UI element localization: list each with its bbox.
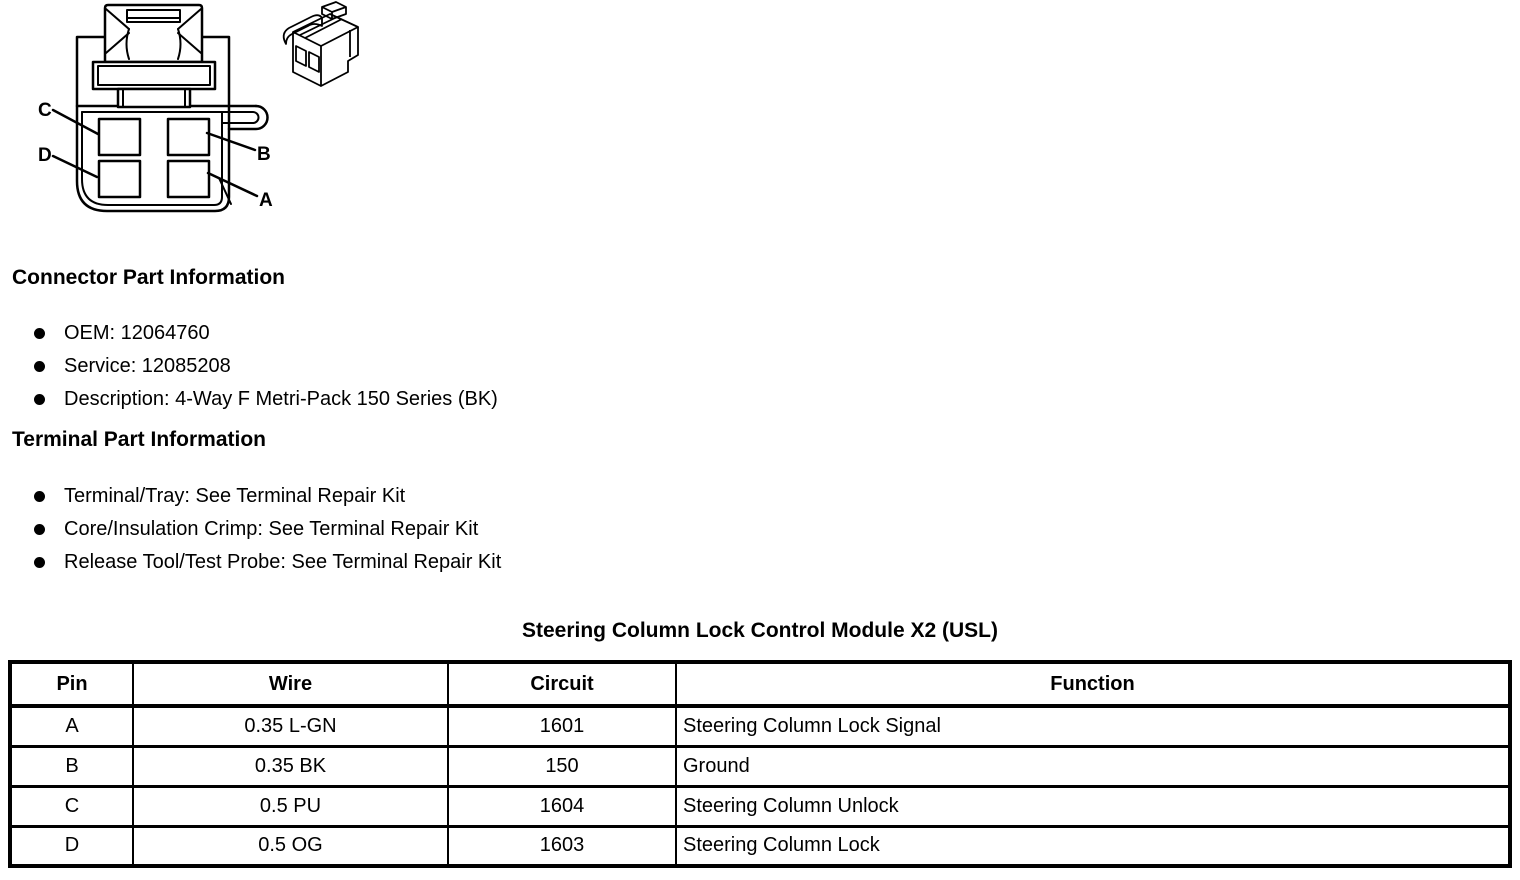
cell-wire: 0.5 OG [132, 824, 449, 868]
table-row-pin-b: B 0.35 BK 150 Ground [9, 744, 1511, 788]
list-item-description: Description: 4-Way F Metri-Pack 150 Seri… [34, 387, 498, 420]
list-item-text: Core/Insulation Crimp: See Terminal Repa… [64, 518, 479, 540]
cell-function: Steering Column Lock Signal [675, 704, 1511, 748]
pin-table-title: Steering Column Lock Control Module X2 (… [521, 619, 998, 642]
column-header-pin: Pin [9, 661, 134, 708]
bullet-icon [34, 328, 45, 339]
connector-part-information-list: OEM: 12064760 Service: 12085208 Descript… [34, 321, 498, 420]
table-row-pin-d: D 0.5 OG 1603 Steering Column Lock [9, 824, 1511, 868]
cavity-a [166, 159, 211, 199]
leader-a [206, 171, 259, 198]
terminal-part-information-heading: Terminal Part Information [12, 428, 266, 451]
bullet-icon [34, 524, 45, 535]
list-item-oem: OEM: 12064760 [34, 321, 498, 354]
connector-diagram: C D B A [0, 0, 400, 250]
bullet-icon [34, 394, 45, 405]
cavity-d [97, 159, 142, 199]
pinout-table: Pin Wire Circuit Function A 0.35 L-GN 16… [8, 660, 1512, 868]
pin-label-d: D [38, 145, 52, 166]
cell-circuit: 1603 [447, 824, 677, 868]
list-item-service: Service: 12085208 [34, 354, 498, 387]
connector-diagram-svg: C D B A [38, 1, 359, 213]
leader-b [205, 131, 257, 152]
cell-circuit: 1604 [447, 784, 677, 828]
cell-function: Steering Column Unlock [675, 784, 1511, 828]
terminal-part-information-list: Terminal/Tray: See Terminal Repair Kit C… [34, 484, 501, 583]
table-row-pin-a: A 0.35 L-GN 1601 Steering Column Lock Si… [9, 704, 1511, 748]
table-row-pin-c: C 0.5 PU 1604 Steering Column Unlock [9, 784, 1511, 828]
list-item-terminal-tray: Terminal/Tray: See Terminal Repair Kit [34, 484, 501, 517]
cavity-b [166, 117, 211, 157]
list-item-text: Service: 12085208 [64, 355, 231, 377]
column-header-circuit: Circuit [447, 661, 677, 708]
list-item-text: OEM: 12064760 [64, 322, 210, 344]
pin-label-a: A [259, 190, 273, 211]
cell-wire: 0.35 BK [132, 744, 449, 788]
cell-circuit: 150 [447, 744, 677, 788]
cell-wire: 0.5 PU [132, 784, 449, 828]
list-item-text: Release Tool/Test Probe: See Terminal Re… [64, 551, 502, 573]
connector-isometric-view [282, 1, 359, 87]
connector-part-information-heading: Connector Part Information [12, 266, 286, 289]
bullet-icon [34, 361, 45, 372]
list-item-release-tool: Release Tool/Test Probe: See Terminal Re… [34, 550, 501, 583]
pin-label-b: B [257, 144, 271, 165]
cavity-c [97, 117, 142, 157]
cell-pin: B [9, 744, 134, 788]
bullet-icon [34, 491, 45, 502]
bullet-icon [34, 557, 45, 568]
pin-label-c: C [38, 100, 52, 121]
cell-pin: C [9, 784, 134, 828]
cell-pin: A [9, 704, 134, 748]
list-item-core-insulation: Core/Insulation Crimp: See Terminal Repa… [34, 517, 501, 550]
leader-c [51, 108, 100, 136]
leader-d [51, 154, 99, 179]
cell-function: Steering Column Lock [675, 824, 1511, 868]
cell-wire: 0.35 L-GN [132, 704, 449, 748]
table-header-row: Pin Wire Circuit Function [9, 661, 1511, 708]
list-item-text: Description: 4-Way F Metri-Pack 150 Seri… [64, 388, 498, 410]
column-header-function: Function [675, 661, 1511, 708]
cell-circuit: 1601 [447, 704, 677, 748]
cell-pin: D [9, 824, 134, 868]
cell-function: Ground [675, 744, 1511, 788]
column-header-wire: Wire [132, 661, 449, 708]
list-item-text: Terminal/Tray: See Terminal Repair Kit [64, 485, 406, 507]
